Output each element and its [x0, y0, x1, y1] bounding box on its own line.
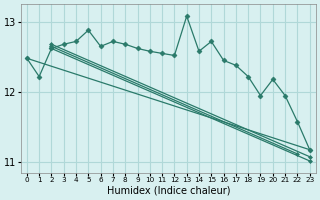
X-axis label: Humidex (Indice chaleur): Humidex (Indice chaleur): [107, 186, 230, 196]
